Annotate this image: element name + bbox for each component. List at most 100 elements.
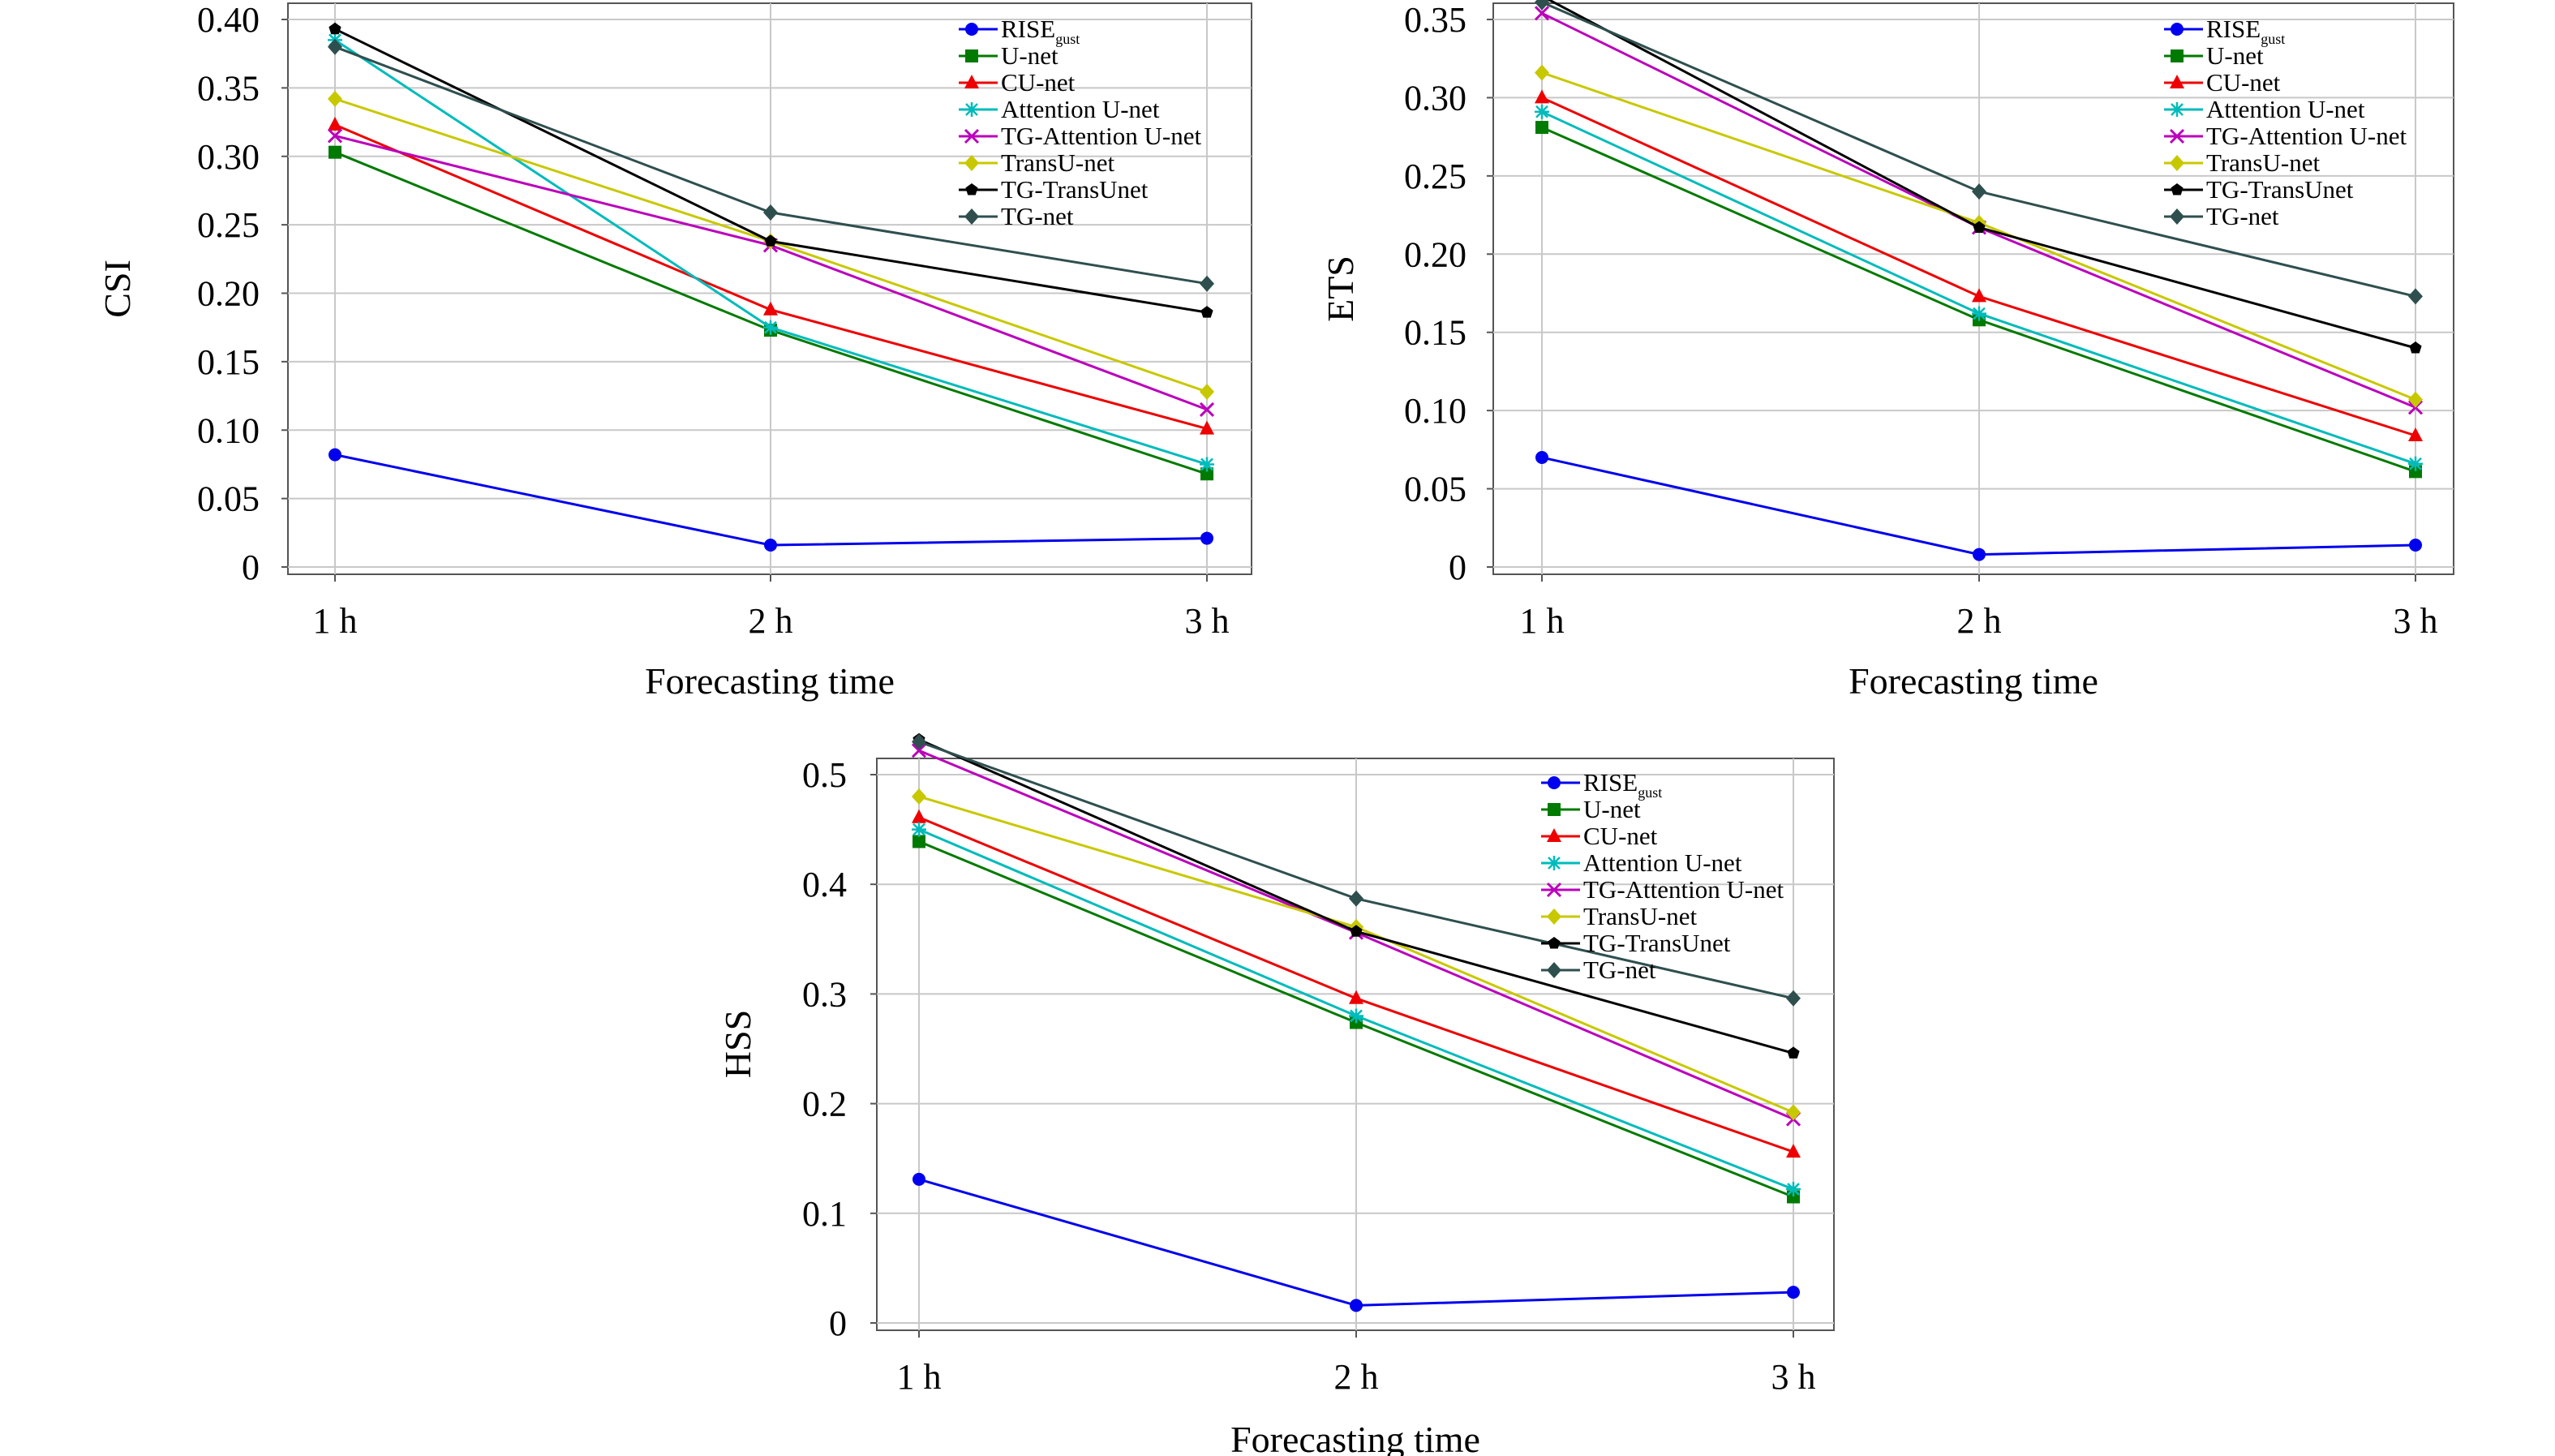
data-point <box>912 788 926 805</box>
data-point <box>1786 1104 1801 1121</box>
legend-item-tg-transunet: TG-TransUnet <box>959 175 1149 204</box>
legend-label: TG-Attention U-net <box>2206 122 2407 150</box>
x-tick-label: 2 h <box>749 601 793 641</box>
legend-item-transu-net: TransU-net <box>2164 148 2320 177</box>
legend-marker <box>2170 75 2184 88</box>
y-tick-label: 0 <box>1449 548 1466 587</box>
legend-label: U-net <box>2206 41 2264 70</box>
legend-label: CU-net <box>1001 68 1076 97</box>
legend-label: TG-TransUnet <box>1001 175 1149 204</box>
legend-item-u-net: U-net <box>2164 41 2264 70</box>
series-attention-u-net <box>1535 104 2423 471</box>
legend-item-cu-net: CU-net <box>1541 822 1658 850</box>
data-point <box>1535 89 1549 104</box>
data-point <box>1200 420 1214 435</box>
series-tg-transunet <box>328 22 1213 318</box>
data-point <box>1972 183 1986 200</box>
legend-item-rise: RISEgust <box>959 15 1080 47</box>
data-point <box>912 1172 925 1186</box>
y-tick-label: 0.05 <box>1404 470 1466 509</box>
legend-item-tg-net: TG-net <box>959 202 1074 230</box>
series-tg-net <box>912 733 1801 1007</box>
legend-marker <box>2171 49 2184 62</box>
data-point <box>2408 288 2423 305</box>
x-tick-label: 2 h <box>1957 601 2002 641</box>
legend-label: TG-Attention U-net <box>1583 875 1784 904</box>
x-axis-label: Forecasting time <box>1849 660 2098 702</box>
y-tick-label: 0.10 <box>1404 391 1466 431</box>
y-axis-label: CSI <box>97 260 138 318</box>
legend-label: TransU-net <box>2206 148 2320 177</box>
legend-item-tg-transunet: TG-TransUnet <box>2164 175 2354 204</box>
data-point <box>1199 402 1215 417</box>
legend-marker <box>964 208 979 225</box>
legend-item-tg-net: TG-net <box>1541 956 1656 984</box>
legend-marker <box>1548 937 1561 949</box>
legend-item-tg-attention-u-net: TG-Attention U-net <box>1541 875 1784 904</box>
data-point <box>1200 275 1214 292</box>
legend-item-transu-net: TransU-net <box>959 148 1114 177</box>
data-point <box>1350 925 1363 937</box>
data-point <box>328 90 342 107</box>
legend-marker <box>965 183 978 195</box>
y-axis-label: ETS <box>1320 256 1361 322</box>
legend-marker <box>1547 962 1561 978</box>
data-point <box>2409 539 2422 552</box>
legend-item-attention-u-net: Attention U-net <box>2164 95 2365 123</box>
legend-marker <box>964 75 979 88</box>
legend-label: Attention U-net <box>1001 95 1160 123</box>
y-tick-label: 0 <box>242 548 260 587</box>
data-point <box>763 204 778 221</box>
y-tick-label: 0.5 <box>802 755 847 795</box>
legend-label: TG-Attention U-net <box>1001 122 1201 150</box>
legend-label: CU-net <box>1583 822 1658 850</box>
series-rise <box>328 448 1213 552</box>
data-point <box>2408 456 2423 471</box>
data-point <box>1535 104 1549 119</box>
data-point <box>1535 121 1548 135</box>
series-tg-transunet <box>1537 0 2422 354</box>
data-point <box>764 234 777 247</box>
data-point <box>327 128 343 144</box>
data-point <box>1786 1182 1801 1197</box>
legend-label: RISEgust <box>1583 768 1662 801</box>
data-point <box>1200 467 1213 481</box>
legend-label: RISEgust <box>1001 15 1080 47</box>
legend-item-rise: RISEgust <box>1541 768 1662 801</box>
data-point <box>912 809 926 823</box>
y-axis-label: HSS <box>717 1010 758 1078</box>
legend-label: TG-TransUnet <box>2206 175 2354 204</box>
data-point <box>1350 1299 1363 1312</box>
x-tick-label: 3 h <box>1771 1357 1816 1397</box>
series-cu-net <box>912 809 1801 1158</box>
legend-marker <box>1548 776 1561 789</box>
data-point <box>1972 306 1986 321</box>
y-tick-label: 0.3 <box>802 974 847 1014</box>
series-tg-net <box>1535 0 2423 305</box>
x-tick-label: 1 h <box>897 1357 942 1397</box>
legend-marker <box>964 155 979 171</box>
chart-hss: 0 0.1 0.2 0.3 0.4 0.5 1 h 2 h 3 h Forecasting tim… <box>717 732 1835 1456</box>
y-tick-label: 0.30 <box>1404 78 1466 118</box>
data-point <box>763 320 778 335</box>
legend-marker <box>964 102 979 117</box>
legend-marker <box>965 49 978 62</box>
data-point <box>1973 548 1986 561</box>
x-axis-label: Forecasting time <box>1230 1419 1480 1456</box>
data-point <box>328 145 341 159</box>
x-tick-label: 1 h <box>1520 601 1565 641</box>
data-point <box>1534 6 1550 21</box>
y-tick-label: 0.05 <box>197 479 260 519</box>
legend-item-cu-net: CU-net <box>959 68 1076 97</box>
legend-label: RISEgust <box>2206 15 2285 47</box>
legend-marker <box>2170 155 2184 171</box>
data-point <box>912 733 926 750</box>
legend-item-tg-attention-u-net: TG-Attention U-net <box>959 122 1201 150</box>
y-tick-label: 0 <box>829 1304 847 1343</box>
data-point <box>912 822 926 837</box>
legend-item-tg-attention-u-net: TG-Attention U-net <box>2164 122 2407 150</box>
y-tick-label: 0.35 <box>197 68 260 108</box>
data-point <box>1200 531 1213 545</box>
